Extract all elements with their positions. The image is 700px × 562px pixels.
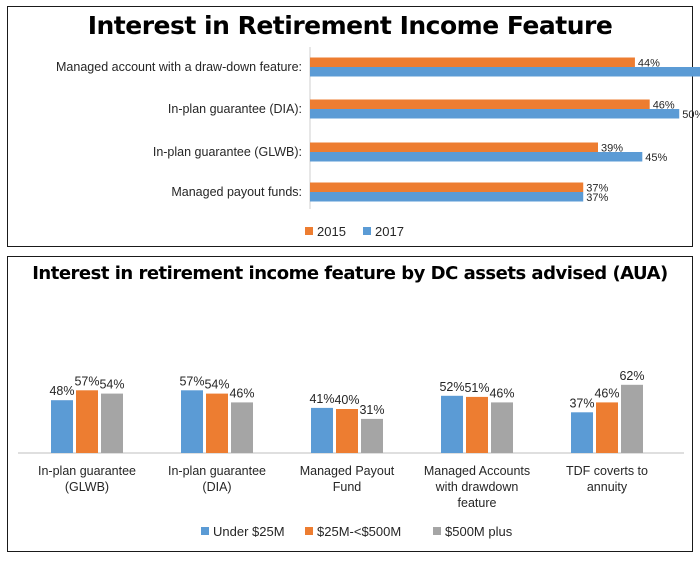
- data-label: 62%: [619, 369, 644, 383]
- bar-Under $25M: [181, 390, 203, 453]
- data-label: 39%: [601, 143, 623, 155]
- bar-2017: [310, 152, 643, 162]
- category-label: annuity: [587, 480, 628, 494]
- legend-label: 2015: [317, 224, 346, 239]
- bar-2015: [310, 142, 598, 152]
- chart-title: Interest in Retirement Income Feature: [87, 11, 613, 40]
- legend-label: 2017: [375, 224, 404, 239]
- data-label: 46%: [489, 386, 514, 400]
- data-label: 54%: [204, 378, 229, 392]
- bar-2017: [310, 192, 584, 202]
- data-label: 51%: [464, 381, 489, 395]
- category-label: with drawdown: [435, 480, 519, 494]
- category-label: Managed payout funds:: [171, 185, 302, 199]
- bar-$25M-<$500M: [466, 396, 488, 453]
- data-label: 41%: [309, 392, 334, 406]
- bar-$25M-<$500M: [206, 393, 228, 453]
- bar-Under $25M: [311, 407, 333, 453]
- data-label: 48%: [49, 384, 74, 398]
- data-label: 37%: [569, 396, 594, 410]
- category-label: TDF coverts to: [566, 464, 648, 478]
- bar-Under $25M: [441, 395, 463, 453]
- category-label: In-plan guarantee (GLWB):: [153, 145, 302, 159]
- bar-$25M-<$500M: [336, 409, 358, 453]
- legend-label: $25M-<$500M: [317, 524, 401, 539]
- bar-$500M plus: [101, 393, 123, 453]
- data-label: 44%: [638, 58, 660, 70]
- data-label: 54%: [99, 378, 124, 392]
- data-label: 46%: [229, 386, 254, 400]
- category-label: feature: [458, 496, 497, 510]
- bar-2015: [310, 182, 584, 192]
- category-label: Managed account with a draw-down feature…: [56, 60, 302, 74]
- category-label: Managed Payout: [300, 464, 395, 478]
- bar-$500M plus: [361, 418, 383, 453]
- bar-$500M plus: [491, 402, 513, 453]
- bar-2015: [310, 57, 635, 67]
- data-label: 57%: [74, 374, 99, 388]
- bar-2017: [310, 67, 700, 77]
- data-label: 37%: [586, 192, 608, 204]
- bar-$500M plus: [231, 402, 253, 453]
- data-label: 57%: [179, 374, 204, 388]
- category-label: In-plan guarantee: [168, 464, 266, 478]
- legend-label: $500M plus: [445, 524, 513, 539]
- data-label: 31%: [359, 403, 384, 417]
- legend-label: Under $25M: [213, 524, 285, 539]
- data-label: 50%: [682, 109, 700, 121]
- category-label: (DIA): [202, 480, 231, 494]
- legend-swatch: [305, 227, 313, 235]
- category-label: (GLWB): [65, 480, 109, 494]
- data-label: 46%: [653, 100, 675, 112]
- horizontal-bar-chart: Managed account with a draw-down feature…: [56, 47, 700, 239]
- bar-2015: [310, 99, 650, 109]
- category-label: Fund: [333, 480, 362, 494]
- vertical-bar-chart: 48%57% 54%In-plan guarantee(GLWB)57% 54%46…: [18, 369, 684, 539]
- data-label: 45%: [645, 152, 667, 164]
- category-label: Managed Accounts: [424, 464, 530, 478]
- bar-Under $25M: [51, 400, 73, 453]
- legend-swatch: [305, 527, 313, 535]
- chart-panel-2015-2017: Interest in Retirement Income Feature Ma…: [7, 6, 700, 247]
- bar-2017: [310, 109, 680, 119]
- bar-$25M-<$500M: [76, 390, 98, 453]
- category-label: In-plan guarantee (DIA):: [168, 102, 302, 116]
- bar-$25M-<$500M: [596, 402, 618, 453]
- chart-title: Interest in retirement income feature by…: [32, 263, 668, 284]
- data-label: 52%: [439, 380, 464, 394]
- data-label: 40%: [334, 393, 359, 407]
- data-label: 46%: [594, 386, 619, 400]
- category-label: In-plan guarantee: [38, 464, 136, 478]
- bar-Under $25M: [571, 412, 593, 453]
- bar-$500M plus: [621, 384, 643, 453]
- data-label: 37%: [586, 183, 608, 195]
- legend-swatch: [363, 227, 371, 235]
- chart-panel-by-aua: Interest in retirement income feature by…: [7, 256, 693, 552]
- legend-swatch: [433, 527, 441, 535]
- legend-swatch: [201, 527, 209, 535]
